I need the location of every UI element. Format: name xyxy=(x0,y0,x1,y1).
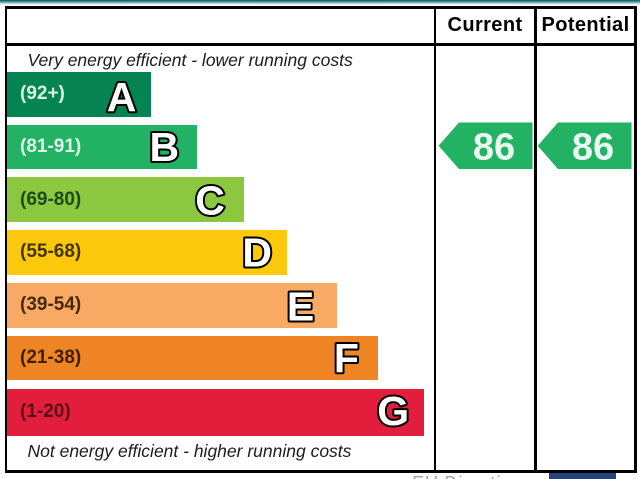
svg-text:86: 86 xyxy=(572,126,614,168)
svg-text:D: D xyxy=(242,229,272,275)
svg-text:C: C xyxy=(195,177,225,223)
svg-text:E: E xyxy=(287,283,314,329)
svg-text:86: 86 xyxy=(473,126,515,168)
svg-text:F: F xyxy=(334,336,359,382)
svg-text:B: B xyxy=(149,124,179,170)
svg-text:A: A xyxy=(107,74,137,120)
svg-text:G: G xyxy=(377,388,409,434)
